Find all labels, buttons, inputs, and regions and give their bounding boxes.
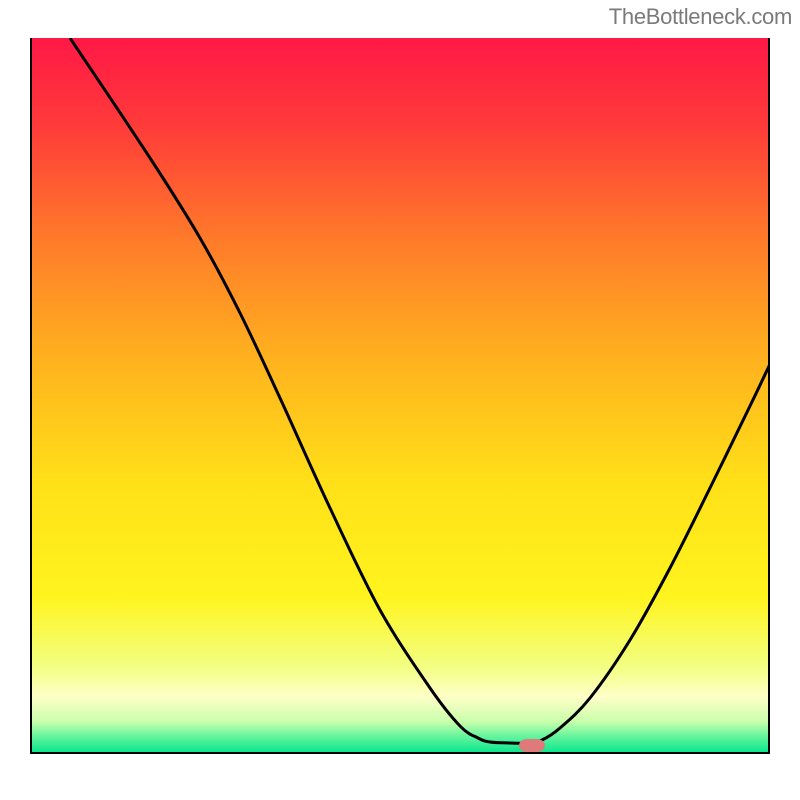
plot-area: [30, 38, 770, 754]
chart: [0, 35, 800, 800]
minimum-marker: [519, 739, 545, 752]
chart-svg: [30, 38, 770, 754]
watermark-label: TheBottleneck.com: [609, 4, 792, 30]
